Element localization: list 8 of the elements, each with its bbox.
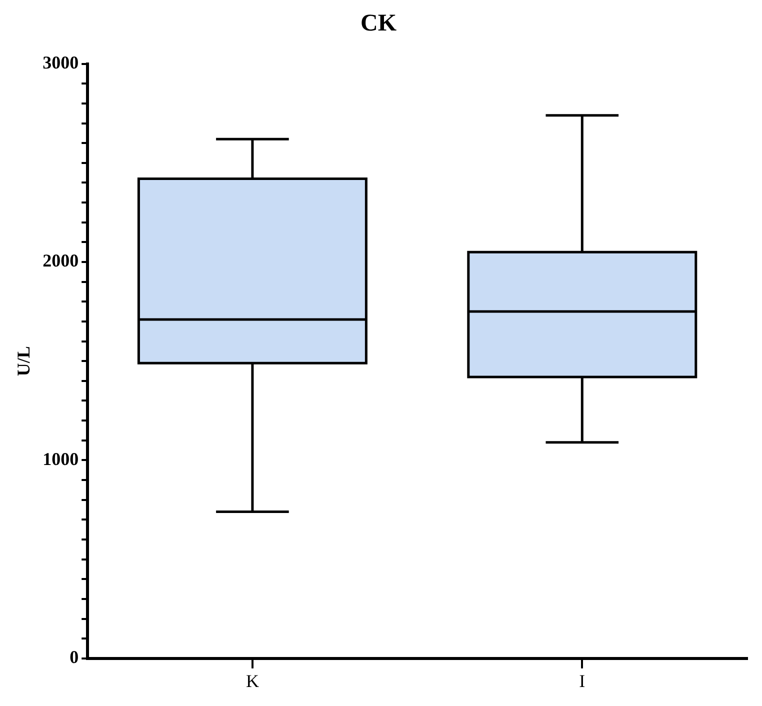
x-tick-label: K [246,670,259,691]
y-axis-title: U/L [13,346,34,376]
chart-title: CK [360,10,397,37]
x-tick-label: I [579,670,586,691]
y-tick-label: 2000 [42,250,79,271]
y-tick-label: 0 [70,647,79,668]
y-tick-label: 1000 [42,448,79,469]
y-tick-label: 3000 [42,52,79,72]
